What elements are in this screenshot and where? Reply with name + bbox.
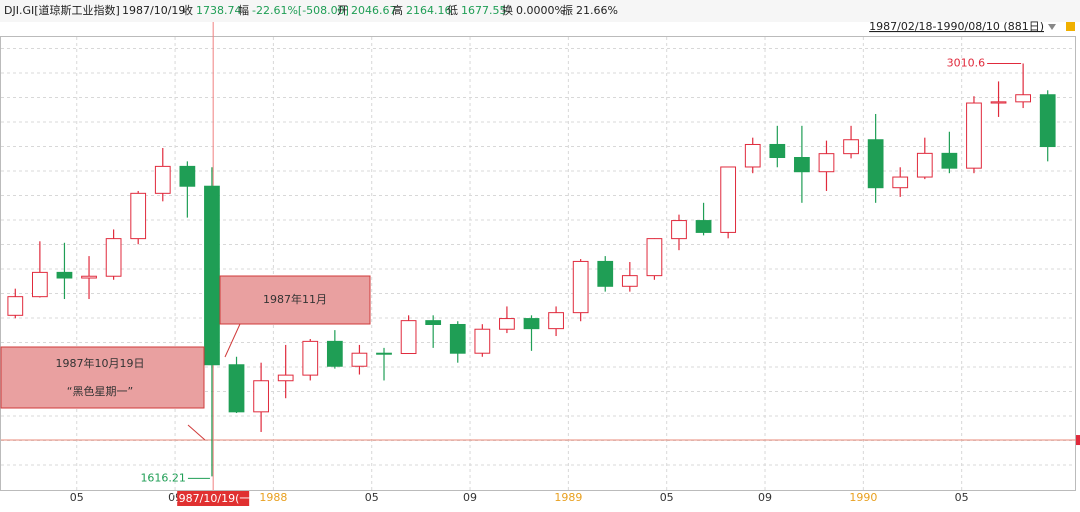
x-tick-label: 05 [70, 491, 84, 504]
candle-body [105, 238, 122, 277]
annotation-arrow [187, 424, 206, 441]
candle-body [597, 260, 614, 287]
x-tick-label: 1988 [259, 491, 287, 504]
annotation: 1987年11月 [263, 292, 327, 306]
candle-body [179, 165, 196, 187]
header-open: 2046.67 [351, 4, 397, 17]
candle-body [376, 352, 392, 355]
highlight-date: 1987/10/19(一) [172, 492, 255, 505]
candle-body [449, 323, 466, 354]
close-marker [1076, 435, 1080, 446]
candle-body [744, 143, 761, 168]
header-low: 1677.55 [461, 4, 507, 17]
header-bar [0, 0, 1080, 22]
dropdown[interactable] [1048, 24, 1056, 30]
candle-body [1015, 94, 1032, 103]
annotation: “黑色星期一” [67, 384, 133, 398]
candle-body [1039, 94, 1056, 148]
header-date: 1987/10/19 [122, 4, 185, 17]
candle-body [990, 101, 1007, 104]
candle-body [228, 364, 245, 413]
candle-body [572, 260, 589, 314]
header-high-label: 高 [392, 3, 403, 17]
candle-body [130, 192, 147, 240]
annotation-box [219, 275, 371, 325]
candle-body [81, 275, 97, 279]
icon[interactable] [1066, 22, 1075, 31]
header-low-label: 低 [447, 4, 458, 17]
header-turnover-label: 换 [502, 3, 513, 17]
candle-body [523, 318, 540, 330]
candle-body [400, 320, 417, 355]
annotation: 1987年10月19日 [56, 356, 145, 370]
low-label: 1616.21 [140, 471, 186, 484]
high-label: 3010.6 [947, 56, 986, 69]
x-tick-label: 05 [660, 491, 674, 504]
header-amplitude: 21.66% [576, 4, 618, 17]
candle-body [646, 238, 663, 277]
candle-body [326, 340, 343, 367]
x-tick-label: 09 [758, 491, 772, 504]
candle-body [892, 176, 909, 189]
candle-body [302, 340, 319, 376]
candle-body [818, 153, 835, 173]
header-close-label: 收 [182, 3, 193, 17]
candle-body [621, 275, 638, 287]
candle-body [941, 152, 958, 169]
candle-body [7, 296, 24, 316]
candle-body [204, 185, 220, 366]
annotation-box [0, 346, 205, 409]
header-high: 2164.16 [406, 4, 452, 17]
header-amplitude-label: 振 [562, 3, 573, 17]
candle-body [671, 220, 687, 240]
highlight-box [177, 491, 250, 506]
date-range: 1987/02/18-1990/08/10 (881日) [869, 20, 1044, 33]
header-symbol: DJI.GI[道琼斯工业指数] [4, 3, 120, 17]
plot-frame [0, 36, 1076, 491]
x-tick-label: 1989 [554, 491, 582, 504]
candle-body [695, 220, 712, 233]
candle-body [56, 271, 73, 279]
header-turnover: 0.0000% [516, 4, 565, 17]
header-close: 1738.74 [196, 4, 242, 17]
header-change: -22.61%[-508.00] [252, 4, 349, 17]
header-open-label: 开 [337, 4, 348, 17]
candle-body [154, 165, 171, 194]
candle-body [499, 318, 515, 330]
candle-body [966, 102, 982, 169]
candle-body [867, 139, 884, 189]
candle-body [916, 152, 933, 178]
candle-body [769, 143, 786, 159]
candle-body [548, 312, 564, 330]
candle-body [351, 352, 368, 367]
candle-body [720, 166, 737, 233]
candle-body [425, 320, 442, 325]
candle-body [253, 380, 269, 413]
x-tick-label: 05 [365, 491, 379, 504]
candle-body [277, 374, 294, 382]
candle-body [794, 157, 810, 173]
x-tick-label: 09 [463, 491, 477, 504]
candle-body [843, 139, 859, 155]
candle-body [31, 271, 48, 298]
annotation-arrow [224, 323, 241, 358]
candle-body [474, 328, 491, 354]
x-tick-label: 05 [955, 491, 969, 504]
header-change-label: 幅 [238, 4, 249, 17]
x-tick-label: 1990 [849, 491, 877, 504]
